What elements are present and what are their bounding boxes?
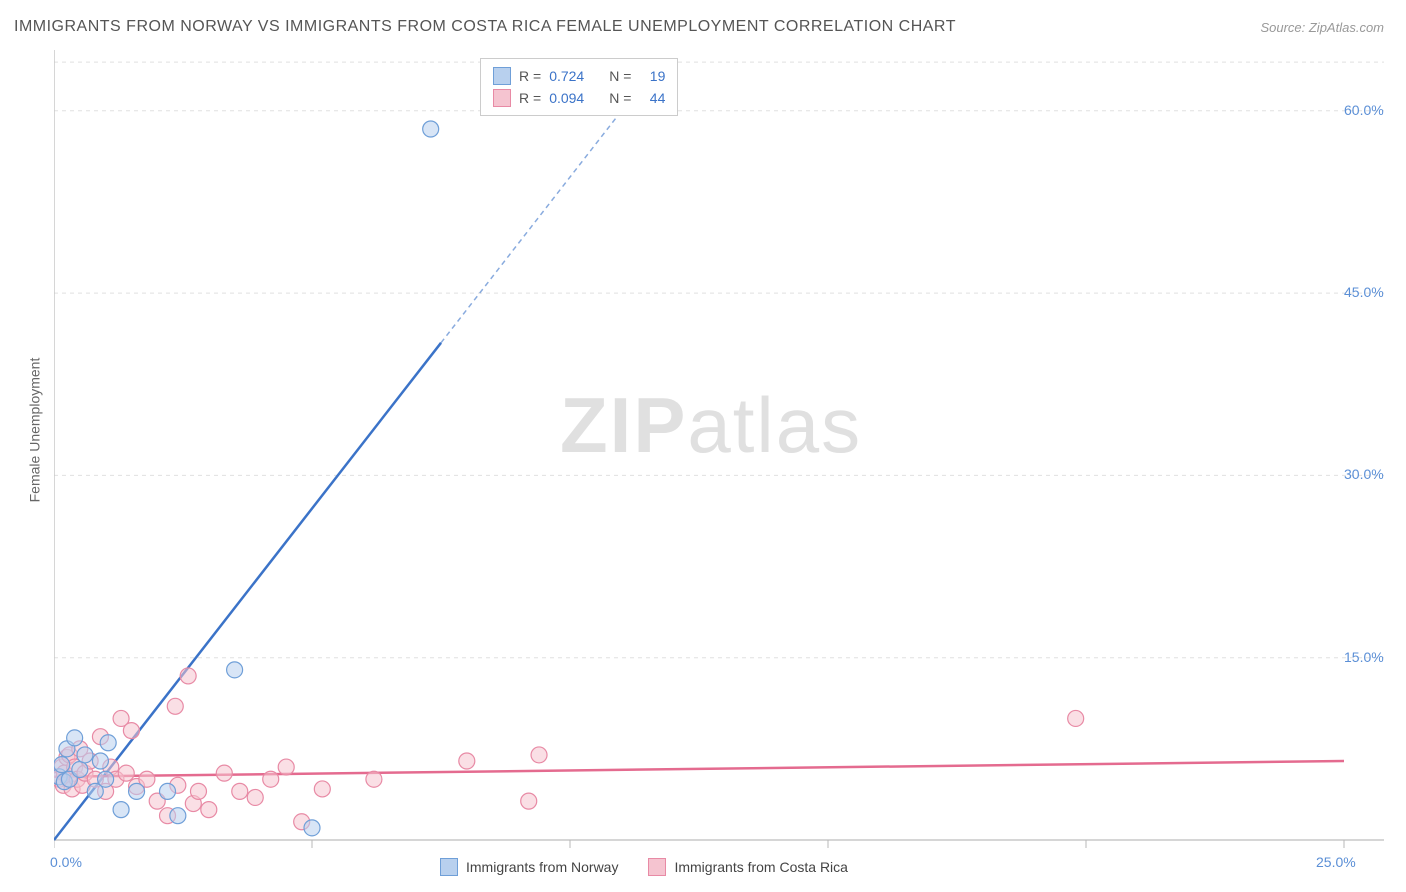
legend-n-label: N =	[609, 65, 631, 87]
x-tick-label: 0.0%	[50, 854, 82, 870]
source-attribution: Source: ZipAtlas.com	[1260, 20, 1384, 35]
chart-title: IMMIGRANTS FROM NORWAY VS IMMIGRANTS FRO…	[14, 18, 956, 36]
legend-swatch	[493, 89, 511, 107]
scatter-chart-svg	[54, 50, 1404, 890]
legend-series-label: Immigrants from Costa Rica	[674, 859, 847, 875]
legend-stats-box: R = 0.724 N = 19 R = 0.094 N = 44	[480, 58, 678, 116]
legend-series: Immigrants from Norway Immigrants from Co…	[440, 858, 848, 876]
legend-swatch	[493, 67, 511, 85]
y-tick-label: 15.0%	[1344, 649, 1384, 665]
y-tick-label: 60.0%	[1344, 102, 1384, 118]
legend-swatch	[440, 858, 458, 876]
legend-series-item: Immigrants from Norway	[440, 858, 618, 876]
legend-r-label: R =	[519, 65, 541, 87]
chart-area	[54, 50, 1384, 840]
y-tick-label: 45.0%	[1344, 284, 1384, 300]
legend-r-label: R =	[519, 87, 541, 109]
legend-series-label: Immigrants from Norway	[466, 859, 618, 875]
y-axis-label: Female Unemployment	[26, 358, 42, 503]
legend-stat-row: R = 0.724 N = 19	[493, 65, 665, 87]
legend-swatch	[648, 858, 666, 876]
x-tick-label: 25.0%	[1316, 854, 1356, 870]
legend-r-value: 0.094	[549, 87, 601, 109]
legend-n-value: 44	[639, 87, 665, 109]
legend-n-value: 19	[639, 65, 665, 87]
y-tick-label: 30.0%	[1344, 466, 1384, 482]
legend-stat-row: R = 0.094 N = 44	[493, 87, 665, 109]
legend-r-value: 0.724	[549, 65, 601, 87]
legend-n-label: N =	[609, 87, 631, 109]
legend-series-item: Immigrants from Costa Rica	[648, 858, 847, 876]
